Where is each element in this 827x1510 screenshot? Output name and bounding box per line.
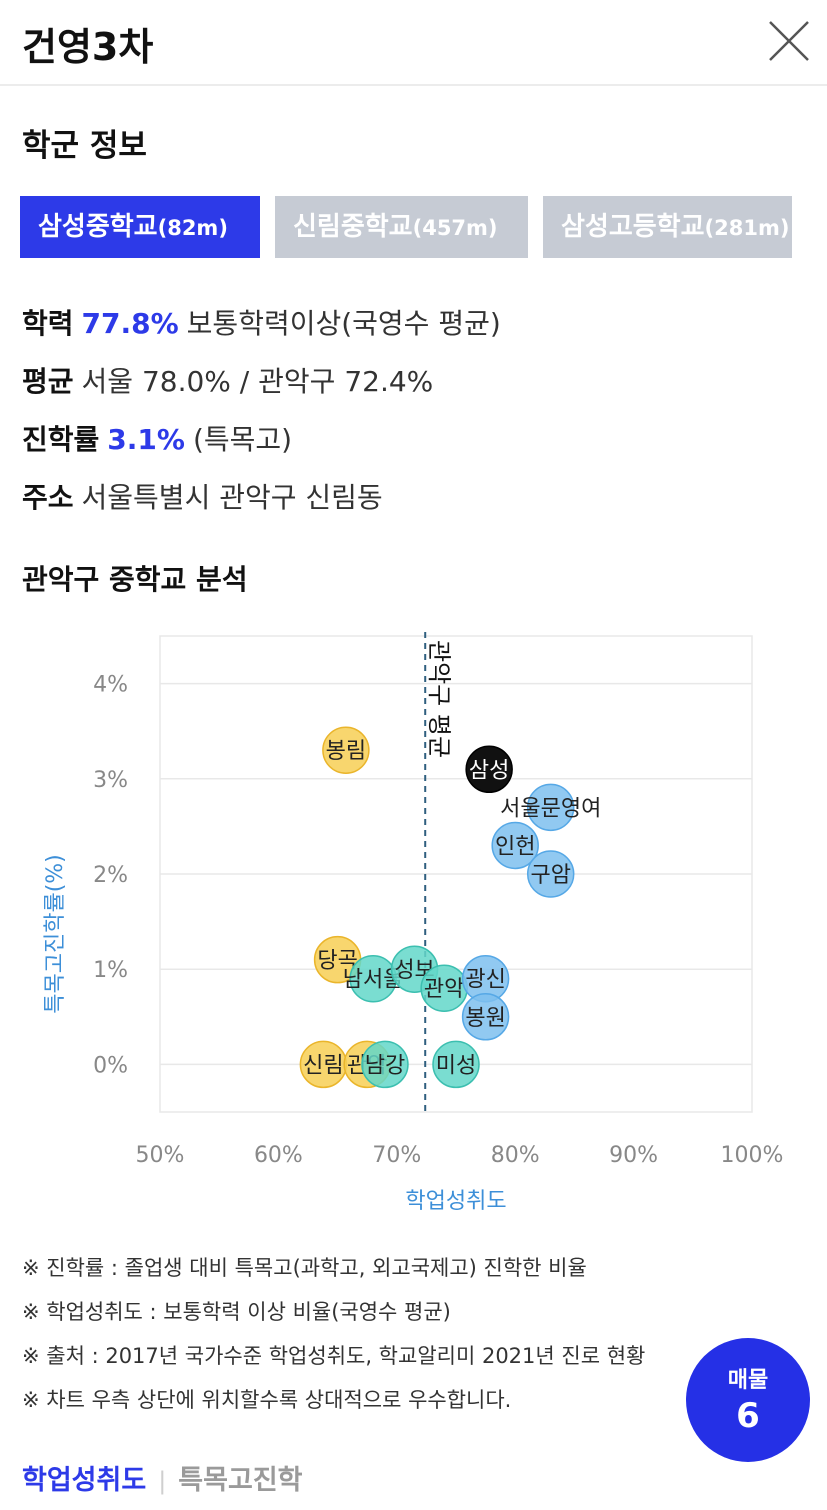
tab-achievement[interactable]: 학업성취도 [22,1465,147,1496]
tab-school-name: 삼성중학교 [38,212,158,242]
tab-school-name: 신림중학교 [293,212,413,242]
tab-school-distance: (281m) [704,216,790,240]
x-tick-label: 100% [721,1143,784,1168]
data-point-label: 봉림 [326,739,366,764]
data-point [461,993,510,1041]
info-address: 주소 서울특별시 관악구 신림동 [22,476,383,516]
y-tick-label: 1% [93,958,128,983]
data-point [465,745,513,794]
data-point-label: 남강 [365,1053,405,1078]
x-tick-label: 70% [372,1143,421,1168]
chart-mode-tabs: 학업성취도 | 특목고진학 [22,1458,303,1497]
data-point-label: 미성 [436,1053,476,1078]
note-item: ※ 학업성취도 : 보통학력 이상 비율(국영수 평균) [22,1300,451,1324]
achievement-suffix: 보통학력이상(국영수 평균) [186,307,501,340]
x-tick-label: 60% [254,1143,303,1168]
advancement-value: 3.1% [107,423,185,456]
tab-divider: | [158,1467,167,1495]
info-label: 평균 [22,365,74,398]
tab-school-distance: (457m) [412,216,498,240]
data-point [526,850,575,898]
x-axis-title: 학업성취도 [405,1189,506,1214]
tab-school-name: 삼성고등학교 [561,212,705,242]
school-section-title: 학군 정보 [22,128,147,164]
info-advancement: 진학률 3.1% (특목고) [22,418,292,458]
close-button[interactable] [766,18,812,64]
data-point-label: 광신 [465,968,505,993]
info-label: 진학률 [22,423,100,456]
y-tick-label: 0% [93,1053,128,1078]
listings-count: 6 [736,1396,760,1436]
tab-school-2[interactable]: 신림중학교(457m) [275,196,528,258]
data-point-label: 인헌 [495,834,535,859]
x-tick-label: 80% [491,1143,540,1168]
close-icon [769,21,809,61]
data-point-label: 서울문영여 [500,796,601,821]
y-tick-label: 3% [93,768,128,793]
data-point [432,1040,480,1089]
listings-button[interactable]: 매물 6 [686,1338,810,1462]
y-axis-title: 특목고진학률(%) [43,854,68,1014]
info-average: 평균 서울 78.0% / 관악구 72.4% [22,360,433,400]
achievement-value: 77.8% [81,307,179,340]
info-label: 학력 [22,307,74,340]
note-item: ※ 출처 : 2017년 국가수준 학업성취도, 학교알리미 2021년 진로 … [22,1344,646,1368]
x-tick-label: 50% [136,1143,185,1168]
tab-school-1[interactable]: 삼성중학교(82m) [20,196,260,258]
tab-special-school[interactable]: 특목고진학 [178,1465,303,1496]
y-tick-label: 2% [93,863,128,888]
data-point [491,821,539,870]
data-point [322,726,370,774]
data-point-label: 신림 [303,1053,343,1078]
page-title: 건영3차 [22,25,154,69]
average-value: 서울 78.0% / 관악구 72.4% [81,365,434,398]
info-label: 주소 [22,481,74,514]
data-point-label: 삼성 [469,758,509,783]
data-point-label: 봉원 [465,1006,505,1031]
data-point-label: 당곡 [317,949,357,974]
scatter-chart: 4% 3% 2% 1% 0% 50% 60% 70% 80% 90% 100% 학업성취도 특목고진학률… [43,632,784,1214]
tab-school-3[interactable]: 삼성고등학교(281m) [543,196,792,258]
data-point-label: 구암 [530,863,570,888]
y-tick-label: 4% [93,673,128,698]
data-point [361,1040,409,1089]
x-tick-label: 90% [609,1143,658,1168]
note-item: ※ 진학률 : 졸업생 대비 특목고(과학고, 외고국제고) 진학한 비율 [22,1256,587,1280]
listings-label: 매물 [727,1368,769,1393]
data-point [526,783,575,832]
school-tabs: 삼성중학교(82m) 신림중학교(457m) 삼성고등학교(281m) [20,196,792,258]
tab-school-distance: (82m) [157,216,228,240]
info-achievement: 학력 77.8% 보통학력이상(국영수 평균) [22,302,501,342]
analysis-section-title: 관악구 중학교 분석 [22,563,248,596]
advancement-suffix: (특목고) [192,423,293,456]
note-item: ※ 차트 우측 상단에 위치할수록 상대적으로 우수합니다. [22,1388,512,1412]
address-value: 서울특별시 관악구 신림동 [81,481,383,514]
data-point-label: 관악 [424,977,464,1002]
header: 건영3차 [0,0,827,86]
average-reference-label: 관악구 평균 [425,640,453,758]
